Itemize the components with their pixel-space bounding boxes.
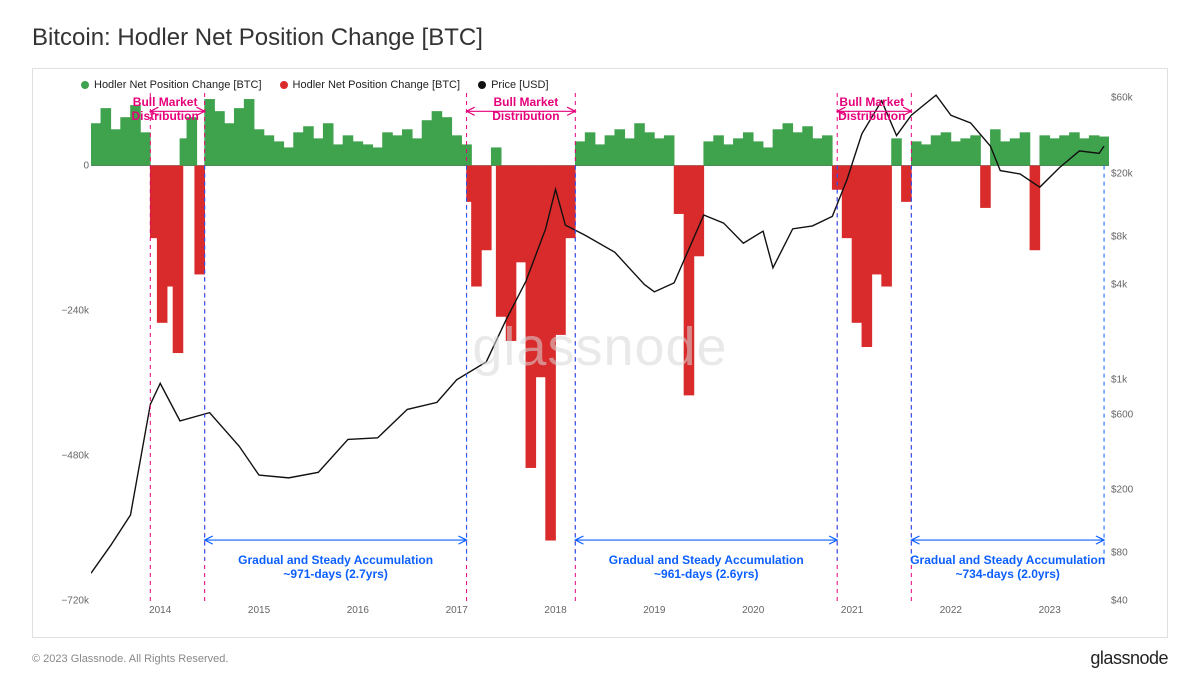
x-tick: 2022 [940, 605, 962, 616]
footer: © 2023 Glassnode. All Rights Reserved. g… [32, 648, 1168, 669]
legend-label: Hodler Net Position Change [BTC] [94, 79, 262, 91]
x-tick: 2023 [1039, 605, 1061, 616]
y-right-axis: $60k$20k$8k$4k$1k$600$200$80$40 [1111, 93, 1159, 601]
y-right-tick: $8k [1111, 231, 1159, 242]
y-right-tick: $20k [1111, 168, 1159, 179]
x-tick: 2016 [347, 605, 369, 616]
y-right-tick: $600 [1111, 409, 1159, 420]
y-right-tick: $4k [1111, 279, 1159, 290]
y-right-tick: $40 [1111, 596, 1159, 607]
legend-label: Hodler Net Position Change [BTC] [293, 79, 461, 91]
y-left-tick: −480k [41, 450, 89, 461]
x-tick: 2020 [742, 605, 764, 616]
legend-item: Hodler Net Position Change [BTC] [81, 79, 262, 91]
legend-label: Price [USD] [491, 79, 548, 91]
legend: Hodler Net Position Change [BTC] Hodler … [41, 79, 1159, 91]
y-right-tick: $200 [1111, 485, 1159, 496]
chart-svg [91, 93, 1109, 601]
x-axis: 2014 2015 2016 2017 2018 2019 2020 2021 2022 2023 [91, 605, 1109, 623]
legend-item: Price [USD] [478, 79, 548, 91]
page-title: Bitcoin: Hodler Net Position Change [BTC… [32, 24, 1168, 52]
y-left-tick: 0 [41, 160, 89, 171]
legend-dot-black [478, 81, 486, 89]
y-right-tick: $1k [1111, 374, 1159, 385]
legend-dot-red [280, 81, 288, 89]
y-right-tick: $80 [1111, 548, 1159, 559]
x-tick: 2019 [643, 605, 665, 616]
brand: glassnode [1090, 648, 1168, 669]
legend-item: Hodler Net Position Change [BTC] [280, 79, 461, 91]
x-tick: 2015 [248, 605, 270, 616]
legend-dot-green [81, 81, 89, 89]
plot: glassnode Bull MarketDistributionBull Ma… [91, 93, 1109, 601]
y-left-tick: −240k [41, 305, 89, 316]
x-tick: 2014 [149, 605, 171, 616]
y-left-axis: 0−240k−480k−720k [41, 93, 89, 601]
y-right-tick: $60k [1111, 93, 1159, 104]
chart-frame: Hodler Net Position Change [BTC] Hodler … [32, 68, 1168, 638]
x-tick: 2017 [446, 605, 468, 616]
y-left-tick: −720k [41, 596, 89, 607]
x-tick: 2018 [544, 605, 566, 616]
x-tick: 2021 [841, 605, 863, 616]
copyright: © 2023 Glassnode. All Rights Reserved. [32, 653, 228, 665]
plot-area: 0 −240k −480k −720k $60k $20k $8k $4k $1k $600 $2… [41, 93, 1159, 629]
chart-container: Bitcoin: Hodler Net Position Change [BTC… [0, 0, 1200, 685]
